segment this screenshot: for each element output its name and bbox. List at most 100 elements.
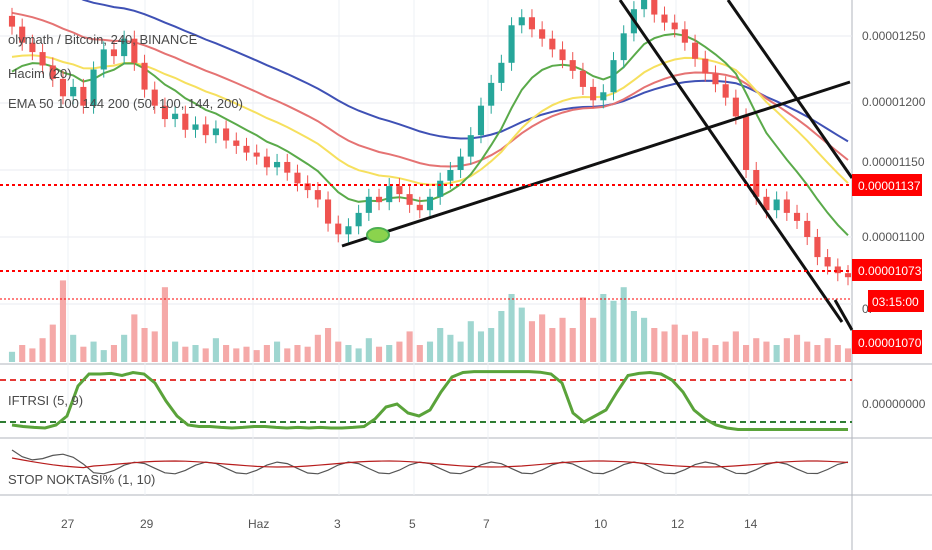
support-trendline[interactable] bbox=[341, 80, 851, 248]
volume-bar-60 bbox=[620, 287, 627, 362]
candle-body-13 bbox=[141, 62, 148, 90]
tag-resistance-1: 0.00001137 bbox=[852, 174, 922, 196]
volume-bar-59 bbox=[610, 300, 617, 362]
chart-title[interactable]: olymath / Bitcoin, 240, BINANCE bbox=[8, 32, 198, 47]
volume-bar-33 bbox=[345, 345, 352, 362]
volume-bar-54 bbox=[559, 317, 566, 362]
x-tick-5: 5 bbox=[409, 517, 416, 531]
volume-bar-46 bbox=[477, 331, 485, 362]
volume-label[interactable]: Hacim (20) bbox=[8, 66, 72, 81]
volume-bar-11 bbox=[121, 334, 128, 362]
ema-100-line bbox=[11, 54, 849, 186]
candlesticks bbox=[8, 0, 852, 286]
volume-bar-25 bbox=[263, 345, 270, 362]
channel-upper-line[interactable] bbox=[726, 0, 854, 179]
volume-bar-39 bbox=[406, 331, 413, 362]
candle-body-62 bbox=[641, 0, 648, 10]
volume-bar-28 bbox=[294, 345, 301, 362]
candle-body-38 bbox=[396, 186, 403, 195]
volume-bar-10 bbox=[110, 345, 118, 362]
candle-body-19 bbox=[202, 124, 209, 136]
candle-body-75 bbox=[773, 199, 780, 211]
volume-bar-9 bbox=[100, 350, 107, 362]
countdown-tag: 03:15:00 bbox=[868, 290, 924, 312]
tag-resistance-2: 0.00001073 bbox=[852, 259, 922, 281]
volume-bar-67 bbox=[692, 331, 699, 362]
volume-bar-55 bbox=[569, 328, 576, 362]
candle-body-44 bbox=[457, 156, 464, 170]
volume-bar-8 bbox=[90, 341, 97, 362]
candle-body-33 bbox=[345, 226, 352, 235]
volume-bar-71 bbox=[732, 331, 739, 362]
volume-bar-43 bbox=[447, 334, 454, 362]
volume-bar-14 bbox=[151, 331, 158, 362]
x-tick-9: 14 bbox=[744, 517, 758, 531]
candle-body-30 bbox=[314, 190, 321, 200]
candle-body-54 bbox=[559, 49, 566, 61]
candle-body-81 bbox=[834, 266, 841, 274]
volume-bar-41 bbox=[426, 341, 434, 362]
volume-bar-47 bbox=[488, 328, 495, 362]
volume-bar-61 bbox=[630, 311, 637, 362]
volume-bar-48 bbox=[498, 311, 505, 362]
highlight-ellipse[interactable] bbox=[366, 227, 390, 243]
time-axis: 27 29 Haz 3 5 7 10 12 14 bbox=[61, 517, 758, 531]
candle-body-46 bbox=[477, 105, 485, 136]
candle-body-11 bbox=[121, 38, 128, 57]
x-tick-7: 10 bbox=[594, 517, 608, 531]
candle-body-39 bbox=[406, 194, 413, 205]
candle-body-31 bbox=[324, 199, 332, 224]
channel-lower-line-ext bbox=[833, 299, 854, 331]
volume-bar-56 bbox=[579, 297, 586, 362]
candle-body-59 bbox=[610, 60, 617, 93]
candle-body-18 bbox=[192, 124, 199, 130]
candle-body-35 bbox=[365, 196, 372, 213]
volume-bar-49 bbox=[508, 294, 515, 362]
candle-body-21 bbox=[223, 128, 230, 141]
volume-bar-13 bbox=[141, 328, 148, 362]
volume-bar-81 bbox=[834, 345, 841, 362]
candle-body-9 bbox=[100, 49, 107, 70]
volume-bar-32 bbox=[335, 341, 342, 362]
price-tick-1: 0.00001250 bbox=[862, 29, 926, 43]
volume-bar-75 bbox=[773, 345, 780, 362]
candle-body-43 bbox=[447, 170, 454, 181]
volume-bar-38 bbox=[396, 341, 403, 362]
candle-body-3 bbox=[39, 52, 46, 66]
ema-label[interactable]: EMA 50 100 144 200 (50, 100, 144, 200) bbox=[8, 96, 243, 111]
candle-body-56 bbox=[579, 70, 586, 87]
candle-body-80 bbox=[824, 257, 831, 267]
channel-lower-line[interactable] bbox=[618, 0, 844, 323]
price-axis: 0.00001250 0.00001200 0.00001150 0.00001… bbox=[862, 29, 926, 411]
volume-bar-0 bbox=[8, 351, 16, 362]
iftrsi-axis-tick: 0.00000000 bbox=[862, 397, 926, 411]
volume-bar-12 bbox=[131, 314, 138, 362]
candle-body-15 bbox=[161, 105, 168, 120]
candle-body-63 bbox=[651, 0, 658, 15]
volume-bar-73 bbox=[753, 338, 760, 362]
volume-bar-62 bbox=[641, 317, 648, 362]
iftrsi-line bbox=[11, 370, 848, 431]
candle-body-27 bbox=[284, 161, 291, 173]
candle-body-72 bbox=[742, 116, 750, 170]
volume-bar-82 bbox=[844, 348, 852, 362]
volume-bar-72 bbox=[742, 345, 750, 362]
iftrsi-label[interactable]: IFTRSI (5, 9) bbox=[8, 393, 83, 408]
candle-body-7 bbox=[80, 86, 87, 106]
volume-bar-76 bbox=[783, 338, 790, 362]
candle-body-22 bbox=[233, 140, 240, 146]
chart-area bbox=[0, 0, 852, 550]
volume-bar-17 bbox=[182, 346, 189, 362]
candle-body-29 bbox=[304, 183, 311, 191]
volume-bar-37 bbox=[386, 345, 393, 362]
candle-body-55 bbox=[569, 60, 576, 71]
price-tick-2: 0.00001200 bbox=[862, 95, 926, 109]
candle-body-52 bbox=[539, 29, 546, 39]
stop-label[interactable]: STOP NOKTASI% (1, 10) bbox=[8, 472, 155, 487]
candle-body-14 bbox=[151, 89, 158, 106]
volume-bar-7 bbox=[80, 346, 87, 362]
volume-bar-24 bbox=[253, 350, 260, 362]
candle-body-12 bbox=[131, 38, 138, 63]
candle-body-57 bbox=[590, 86, 597, 101]
